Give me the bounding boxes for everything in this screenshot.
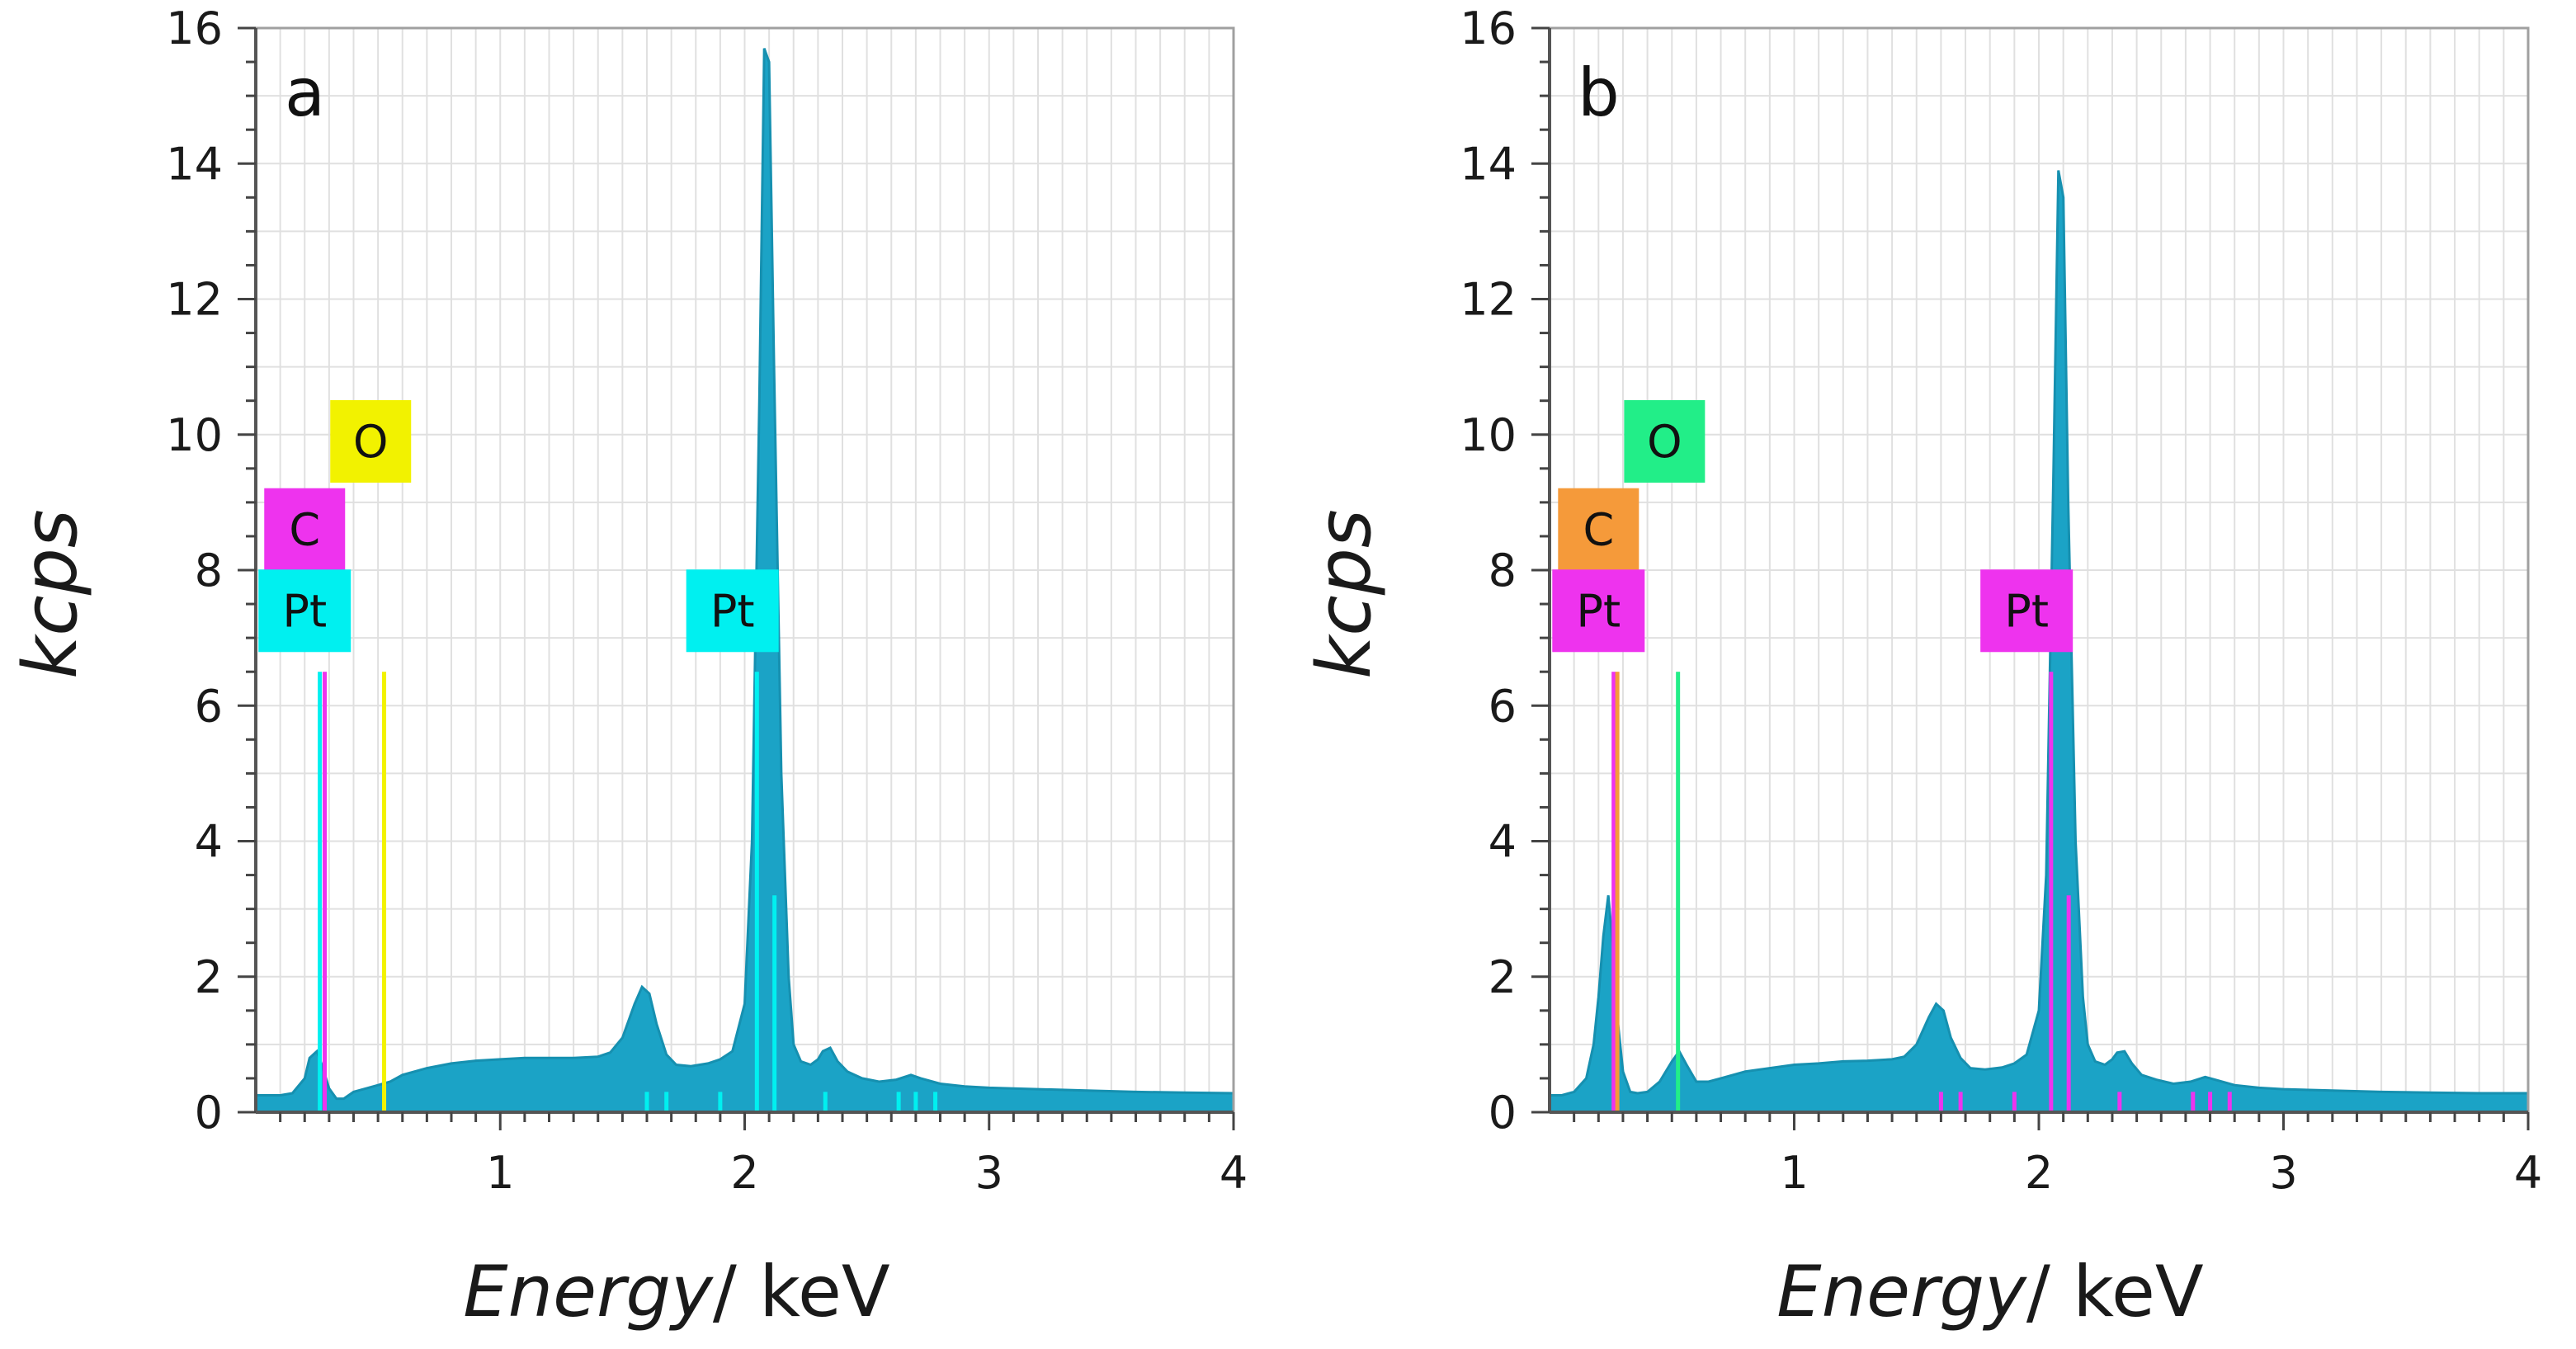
panel-a-element-line xyxy=(318,672,323,1112)
panel-b-peak-label-text: C xyxy=(1583,504,1614,556)
panel-a-grid xyxy=(256,28,1234,1112)
panel-a-peak-label-box xyxy=(330,399,412,483)
panel-b-peak-label-box xyxy=(1552,569,1645,653)
panel-b-peak-label-box xyxy=(1624,399,1706,483)
panel-b-y-tick-label: 8 xyxy=(1489,545,1517,597)
panel-a-peak-label-text: O xyxy=(353,416,389,468)
panel-a-y-axis-label: kcps xyxy=(7,509,94,679)
panel-a-element-line xyxy=(644,1092,649,1112)
panel-a-peak-label-text: Pt xyxy=(282,585,327,637)
panel-b-x-tick-label: 4 xyxy=(2514,1147,2542,1199)
panel-a-x-axis-label-quantity: Energy xyxy=(463,1251,714,1333)
panel-b-spectrum-layer xyxy=(1548,170,2530,1114)
panel-b-peak-labels: OC Pt Pt xyxy=(1552,399,2074,653)
panel-a-x-tick-label: 2 xyxy=(730,1147,758,1199)
panel-b-element-line xyxy=(1615,672,1620,1112)
panel-a-element-line xyxy=(382,672,387,1112)
panel-a-peak-label-box xyxy=(686,569,779,653)
panel-b-y-tick-label: 10 xyxy=(1460,409,1517,461)
panel-b-x-tick-label: 1 xyxy=(1780,1147,1808,1199)
panel-b-element-line xyxy=(1611,672,1616,1112)
panel-b-peak-label-box xyxy=(1980,569,2074,653)
panel-b-x-axis-label-quantity: Energy xyxy=(1776,1251,2027,1333)
panel-b-peak-label-text: O xyxy=(1647,416,1682,468)
panel-b-element-line xyxy=(2049,672,2054,1112)
panel-b-element-line xyxy=(2191,1092,2196,1112)
panel-b-peak-label-text: Pt xyxy=(1576,585,1621,637)
panel-a-y-tick-label: 14 xyxy=(166,138,223,190)
panel-b-y-tick-label: 12 xyxy=(1460,274,1517,326)
panel-a-element-line xyxy=(323,672,328,1112)
panel-b-y-tick-label: 2 xyxy=(1489,951,1517,1003)
panel-a-y-tick-label: 6 xyxy=(195,680,223,732)
panel-a-spectrum-area xyxy=(254,48,1235,1114)
panel-b-y-tick-label: 6 xyxy=(1489,680,1517,732)
panel-a-element-line xyxy=(664,1092,669,1112)
panel-a-x-axis-label-unit: / keV xyxy=(713,1251,890,1333)
panel-b-y-tick-label: 16 xyxy=(1460,2,1517,54)
panel-a-element-line xyxy=(933,1092,938,1112)
panel-b-y-axis-label: kcps xyxy=(1301,509,1388,679)
panel-a-peak-label-text: Pt xyxy=(710,585,755,637)
panel-a-peak-labels: OC Pt Pt xyxy=(258,399,779,653)
panel-a-x-tick-label: 3 xyxy=(975,1147,1003,1199)
panel-b-element-line xyxy=(2227,1092,2232,1112)
panel-b-letter: b xyxy=(1578,54,1620,131)
panel-b-y-tick-label: 14 xyxy=(1460,138,1517,190)
panel-b-element-line xyxy=(1938,1092,1943,1112)
panel-a-element-line xyxy=(823,1092,828,1112)
panel-a-y-tick-label: 0 xyxy=(195,1087,223,1139)
panel-a-y-tick-label: 16 xyxy=(166,2,223,54)
panel-b-element-line xyxy=(2066,895,2071,1112)
panel-a-element-line xyxy=(896,1092,901,1112)
panel-a-peak-label-text: C xyxy=(289,504,320,556)
panel-a-element-lines xyxy=(318,672,938,1112)
panel-b-peak-label-box xyxy=(1558,488,1639,571)
panel-a-y-tick-label: 2 xyxy=(195,951,223,1003)
panel-a-x-axis-label: Energy/ keV xyxy=(463,1251,890,1333)
panel-a-y-tick-label: 8 xyxy=(195,545,223,597)
panel-a-peak-label-box xyxy=(258,569,351,653)
panel-a-element-line xyxy=(754,672,759,1112)
panel-a-spectrum-layer xyxy=(254,48,1235,1114)
panel-b-element-line xyxy=(2208,1092,2213,1112)
panel-a-element-line xyxy=(772,895,777,1112)
panel-b-spectrum-area xyxy=(1548,170,2530,1114)
panel-a-y-tick-label: 12 xyxy=(166,274,223,326)
panel-b-x-tick-label: 3 xyxy=(2269,1147,2297,1199)
panel-b-peak-label-text: Pt xyxy=(2004,585,2049,637)
panel-b-x-tick-label: 2 xyxy=(2025,1147,2053,1199)
panel-a-y-tick-label: 4 xyxy=(195,816,223,868)
panel-a-element-line xyxy=(913,1092,918,1112)
panel-b-element-line xyxy=(1676,672,1681,1112)
panel-a-y-tick-label: 10 xyxy=(166,409,223,461)
panel-b-element-line xyxy=(1958,1092,1963,1112)
panel-b-x-axis-label-unit: / keV xyxy=(2026,1251,2204,1333)
panel-a-x-tick-label: 1 xyxy=(486,1147,514,1199)
panel-b-element-line xyxy=(2012,1092,2017,1112)
panel-a-element-line xyxy=(718,1092,723,1112)
panel-a-x-tick-label: 4 xyxy=(1220,1147,1248,1199)
panel-a-peak-label-box xyxy=(264,488,346,571)
panel-b-y-tick-label: 0 xyxy=(1489,1087,1517,1139)
panel-b-x-axis-label: Energy/ keV xyxy=(1776,1251,2204,1333)
panel-b-element-lines xyxy=(1611,672,2232,1112)
panel-a-letter: a xyxy=(285,54,325,131)
panel-b-element-line xyxy=(2117,1092,2122,1112)
panel-b-y-tick-label: 4 xyxy=(1489,816,1517,868)
